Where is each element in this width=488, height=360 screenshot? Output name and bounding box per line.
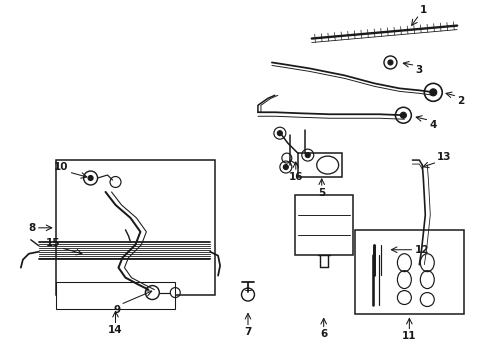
Bar	[297, 153, 341, 177]
Circle shape	[305, 153, 309, 158]
Text: 13: 13	[436, 152, 451, 162]
Text: 3: 3	[414, 66, 422, 76]
Text: 5: 5	[317, 188, 325, 198]
Text: 6: 6	[320, 329, 326, 339]
Text: 9: 9	[113, 305, 120, 315]
Text: 16: 16	[288, 172, 303, 182]
Circle shape	[88, 176, 93, 180]
Circle shape	[283, 165, 288, 170]
Text: 14: 14	[108, 325, 122, 336]
Circle shape	[400, 112, 406, 118]
Text: 10: 10	[54, 162, 68, 172]
Text: 8: 8	[28, 223, 36, 233]
Text: 15: 15	[46, 238, 61, 248]
Circle shape	[277, 131, 282, 136]
Text: 12: 12	[413, 245, 428, 255]
Circle shape	[429, 89, 436, 96]
Bar	[56, 160, 215, 294]
Text: 1: 1	[419, 5, 426, 15]
Text: 7: 7	[244, 328, 251, 337]
Text: 2: 2	[456, 96, 464, 106]
Bar	[354, 230, 463, 315]
Circle shape	[387, 60, 392, 65]
Bar	[56, 282, 175, 310]
Text: 11: 11	[401, 332, 416, 341]
Bar	[294, 195, 352, 255]
Text: 4: 4	[428, 120, 436, 130]
